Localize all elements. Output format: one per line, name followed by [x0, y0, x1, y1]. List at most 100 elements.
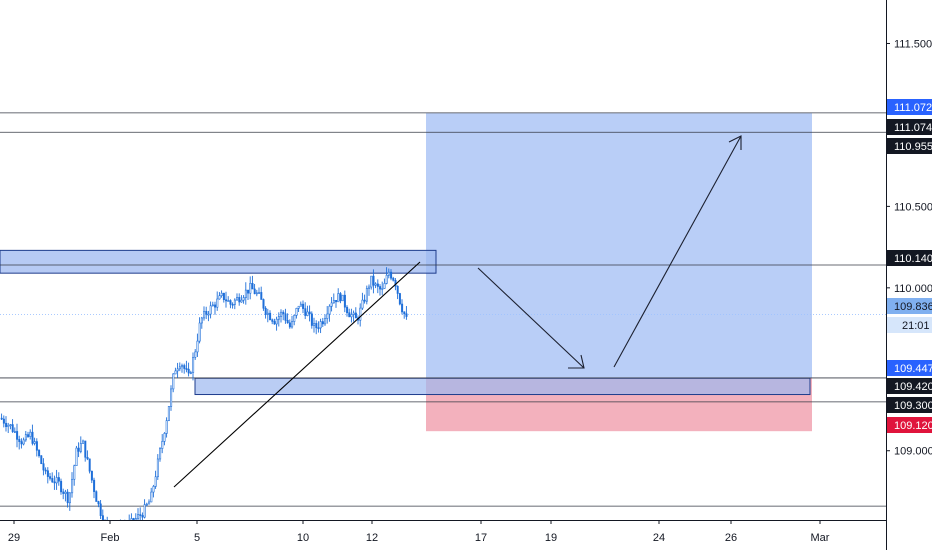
candle-body [277, 316, 280, 320]
x-tick-label: 26 [725, 532, 737, 544]
candle-body [255, 292, 258, 295]
candle-body [310, 313, 313, 326]
candle-body [178, 366, 181, 370]
candle-body [189, 372, 192, 374]
candle-body [66, 491, 69, 504]
candle-body [348, 312, 351, 318]
candle-body [35, 441, 38, 451]
candle-body [341, 294, 344, 302]
candle-body [403, 311, 406, 315]
candle-body [390, 271, 393, 279]
candle-body [343, 294, 346, 308]
resistance-zone [0, 249, 437, 274]
candle-body [55, 477, 58, 484]
candle-body [372, 275, 375, 286]
candle-body [95, 491, 98, 502]
candle-body [392, 277, 395, 281]
candle-body [161, 441, 164, 449]
candle-body [247, 289, 250, 294]
candle-body [249, 283, 252, 294]
candle-body [16, 431, 19, 440]
candle-body [328, 305, 331, 315]
candle-body [258, 292, 261, 294]
candle-body [308, 311, 311, 315]
price-tag-109.120 [887, 417, 932, 433]
candle-body [233, 299, 236, 305]
candle-body [299, 303, 302, 307]
candle-body [240, 299, 243, 303]
candle-body [284, 313, 287, 321]
candle-body [335, 300, 338, 303]
candle-body [293, 315, 296, 322]
candle-body [376, 283, 379, 287]
candle-body [5, 422, 8, 427]
candle-body [306, 311, 309, 316]
candle-body [84, 440, 87, 458]
candle-body [29, 431, 32, 437]
candle-body [405, 313, 408, 317]
candle-body [271, 319, 274, 322]
candle-body [398, 293, 401, 305]
price-tag-110.955 [887, 138, 932, 154]
candle-body [196, 340, 199, 353]
candle-body [236, 297, 239, 301]
candle-body [313, 323, 316, 326]
candle-body [22, 439, 25, 445]
candle-body [40, 455, 43, 465]
countdown-tag [887, 317, 932, 333]
price-tag-label: 109.300 [894, 400, 932, 412]
candle-body [57, 477, 60, 482]
candle-body [275, 318, 278, 325]
candle-body [387, 271, 390, 276]
price-tag-label: 110.140 [894, 253, 932, 265]
candle-body [273, 321, 276, 325]
candle-body [370, 275, 373, 288]
candle-body [137, 514, 140, 519]
price-tag-label: 110.955 [894, 141, 932, 153]
candle-body [368, 286, 371, 289]
countdown-label: 21:01 [902, 320, 930, 332]
candle-body [93, 479, 96, 492]
candle-body [332, 300, 335, 304]
candle-body [27, 434, 30, 437]
candle-body [229, 300, 232, 305]
candle-body [60, 480, 63, 493]
candle-body [225, 299, 228, 302]
candle-body [62, 491, 65, 494]
candle-body [379, 286, 382, 290]
candle-body [374, 283, 377, 286]
y-tick-label: 110.500 [894, 201, 932, 213]
candle-body [244, 289, 247, 298]
price-tag-109.447 [887, 360, 932, 376]
x-tick-label: 19 [545, 532, 557, 544]
candle-body [222, 292, 225, 301]
down-arrow-head [568, 354, 585, 369]
price-tag-label: 109.420 [894, 381, 932, 393]
candle-body [183, 365, 186, 369]
candle-body [218, 295, 221, 300]
x-tick-label: 12 [366, 532, 378, 544]
candle-body [253, 288, 256, 295]
candle-body [9, 424, 12, 426]
candle-body [71, 478, 74, 494]
candle-body [174, 370, 177, 375]
candle-body [205, 310, 208, 315]
candle-body [200, 317, 203, 324]
candle-body [143, 504, 146, 518]
candle-body [337, 293, 340, 303]
price-tag-label: 109.447 [894, 363, 932, 375]
candle-body [220, 292, 223, 296]
candle-body [51, 478, 54, 483]
y-tick-label: 109.000 [894, 446, 932, 458]
candle-body [339, 293, 342, 302]
candle-body [24, 434, 27, 441]
candle-body [211, 304, 214, 307]
candle-body [172, 373, 175, 390]
price-tag-109.836 [887, 298, 932, 314]
candle-body [242, 297, 245, 301]
candle-body [192, 357, 195, 373]
candle-body [207, 313, 210, 316]
candle-body [214, 304, 217, 308]
